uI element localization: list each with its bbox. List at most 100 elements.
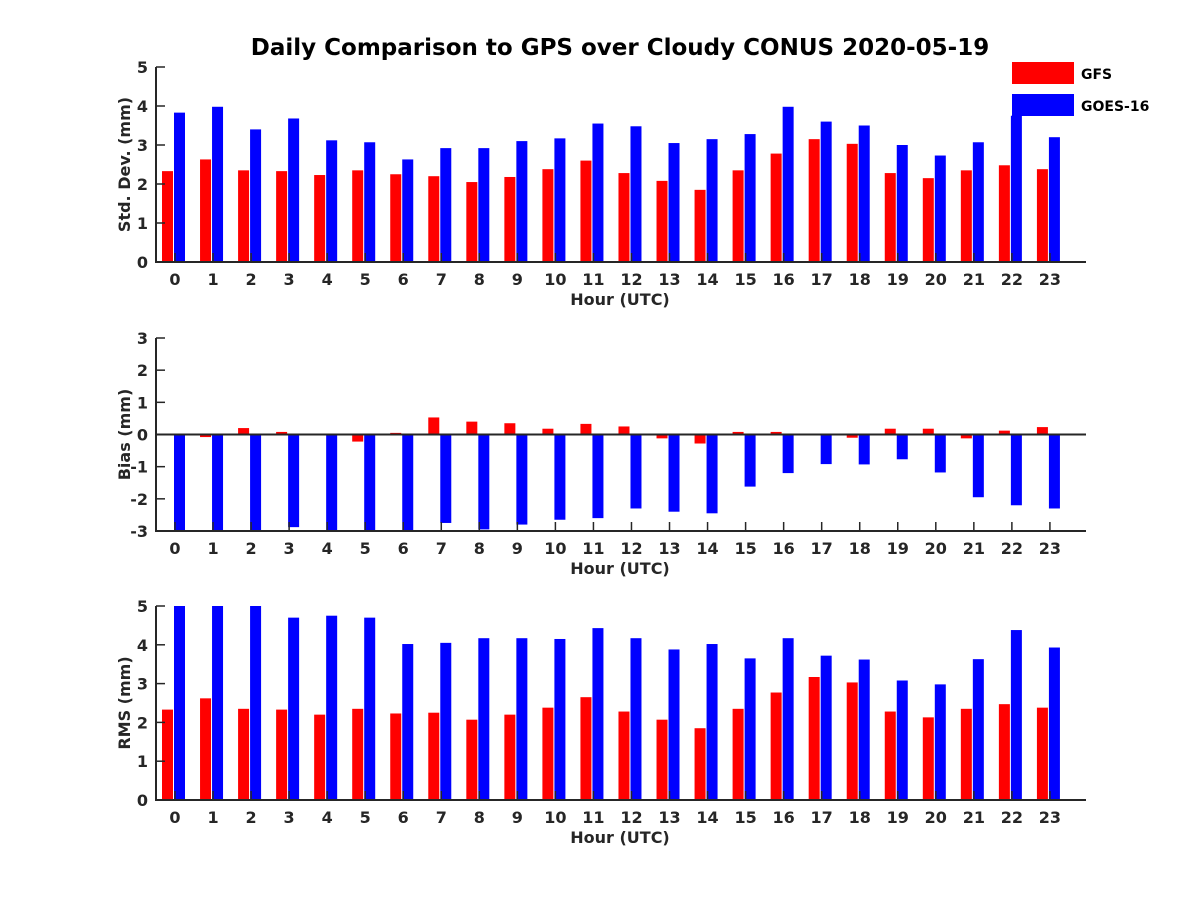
std-dev-bar-gfs-18 [846, 143, 858, 262]
bias-bar-goes16-17 [820, 434, 832, 465]
rms-bar-goes16-8 [478, 638, 490, 800]
rms-bar-gfs-18 [846, 682, 858, 800]
std-dev-xtick-label: 23 [1039, 270, 1061, 289]
rms-bar-gfs-12 [618, 711, 630, 800]
rms-bar-goes16-18 [858, 659, 870, 800]
rms-bar-gfs-9 [504, 714, 516, 800]
std-dev-bar-gfs-11 [580, 160, 592, 262]
std-dev-bar-goes16-14 [706, 139, 718, 262]
std-dev-xtick-label: 20 [925, 270, 947, 289]
bias-bar-gfs-10 [542, 428, 554, 435]
std-dev-bar-gfs-10 [542, 169, 554, 262]
rms-bar-goes16-22 [1010, 630, 1022, 800]
rms-bar-goes16-13 [668, 649, 680, 800]
std-dev-bar-gfs-0 [162, 171, 173, 262]
bias-bar-goes16-16 [782, 434, 794, 474]
bias-bar-goes16-19 [896, 434, 908, 460]
bias-ytick-label: 3 [137, 329, 148, 348]
rms-ytick-label: 0 [137, 791, 148, 810]
std-dev-bar-goes16-22 [1010, 115, 1022, 262]
bias-xtick-label: 7 [436, 539, 447, 558]
rms-bar-goes16-2 [250, 606, 262, 800]
rms-bar-gfs-7 [428, 712, 440, 800]
std-dev-bar-gfs-1 [200, 159, 212, 262]
rms-xtick-label: 12 [620, 808, 642, 827]
std-dev-ylabel: Std. Dev. (mm) [115, 97, 134, 232]
rms-bar-gfs-19 [884, 711, 896, 800]
std-dev-bar-goes16-18 [858, 125, 870, 262]
bias-bar-goes16-20 [934, 434, 946, 473]
std-dev-bar-gfs-14 [694, 189, 706, 262]
rms-bar-goes16-14 [706, 644, 718, 800]
bias-ylabel: Bias (mm) [115, 389, 134, 481]
std-dev-bar-goes16-23 [1048, 137, 1060, 262]
bias-xtick-label: 1 [207, 539, 218, 558]
bias-xtick-label: 21 [963, 539, 985, 558]
bias-bar-goes16-5 [364, 434, 376, 531]
std-dev-bar-gfs-12 [618, 173, 630, 262]
std-dev-bar-goes16-2 [250, 129, 262, 262]
std-dev-ytick-label: 1 [137, 214, 148, 233]
bias-xtick-label: 16 [773, 539, 795, 558]
std-dev-xtick-label: 3 [284, 270, 295, 289]
bias-bar-gfs-2 [238, 428, 250, 435]
bias-xtick-label: 6 [398, 539, 409, 558]
legend-label-gfs: GFS [1081, 67, 1112, 83]
bias-bar-goes16-22 [1010, 434, 1022, 506]
bias-bar-gfs-1 [200, 434, 212, 438]
std-dev-xtick-label: 1 [207, 270, 218, 289]
rms-bar-goes16-15 [744, 658, 756, 800]
bias-xlabel: Hour (UTC) [570, 559, 670, 578]
bias-bar-goes16-6 [402, 434, 414, 531]
rms-bar-goes16-17 [820, 655, 832, 800]
std-dev-ytick-label: 2 [137, 175, 148, 194]
bias-xtick-label: 15 [734, 539, 756, 558]
std-dev-bar-gfs-20 [922, 178, 934, 262]
std-dev-bar-gfs-2 [238, 170, 250, 262]
std-dev-bar-gfs-21 [960, 170, 972, 262]
bias-bar-goes16-3 [288, 434, 300, 528]
bias-bar-gfs-22 [998, 430, 1010, 435]
rms-xtick-label: 3 [284, 808, 295, 827]
std-dev-xtick-label: 19 [887, 270, 909, 289]
std-dev-bar-gfs-5 [352, 170, 364, 262]
bias-bar-gfs-3 [276, 431, 288, 435]
bias-bar-gfs-20 [922, 428, 934, 435]
std-dev-xtick-label: 9 [512, 270, 523, 289]
rms-xtick-label: 17 [811, 808, 833, 827]
rms-bar-gfs-4 [314, 714, 326, 800]
bias-xtick-label: 5 [360, 539, 371, 558]
std-dev-bar-goes16-4 [326, 140, 338, 262]
rms-ytick-label: 5 [137, 597, 148, 616]
bias-xtick-label: 2 [246, 539, 257, 558]
bias-xtick-label: 4 [322, 539, 333, 558]
std-dev-xtick-label: 7 [436, 270, 447, 289]
rms-bar-goes16-23 [1048, 647, 1060, 800]
bias-xtick-label: 22 [1001, 539, 1023, 558]
bias-bar-goes16-23 [1048, 434, 1060, 509]
bias-ytick-label: -1 [130, 458, 148, 477]
rms-bar-gfs-17 [808, 677, 820, 800]
rms-ytick-label: 4 [137, 636, 148, 655]
std-dev-bar-goes16-10 [554, 138, 566, 262]
bias-bar-goes16-12 [630, 434, 642, 509]
std-dev-bar-gfs-17 [808, 139, 820, 262]
rms-bar-gfs-20 [922, 717, 934, 800]
std-dev-bar-gfs-22 [998, 165, 1010, 262]
bias-bar-goes16-1 [212, 434, 224, 531]
std-dev-xtick-label: 10 [544, 270, 566, 289]
rms-bar-goes16-10 [554, 638, 566, 800]
rms-bar-goes16-12 [630, 638, 642, 800]
bias-bar-gfs-11 [580, 423, 592, 435]
bias-ytick-label: 0 [137, 426, 148, 445]
std-dev-xtick-label: 16 [773, 270, 795, 289]
std-dev-bar-gfs-6 [390, 174, 402, 262]
bias-xtick-label: 9 [512, 539, 523, 558]
bias-xtick-label: 19 [887, 539, 909, 558]
std-dev-xtick-label: 17 [811, 270, 833, 289]
std-dev-xtick-label: 12 [620, 270, 642, 289]
rms-bar-gfs-0 [162, 709, 173, 800]
bias-bar-goes16-8 [478, 434, 490, 530]
bias-bar-gfs-5 [352, 434, 364, 442]
rms-bar-goes16-9 [516, 638, 528, 800]
